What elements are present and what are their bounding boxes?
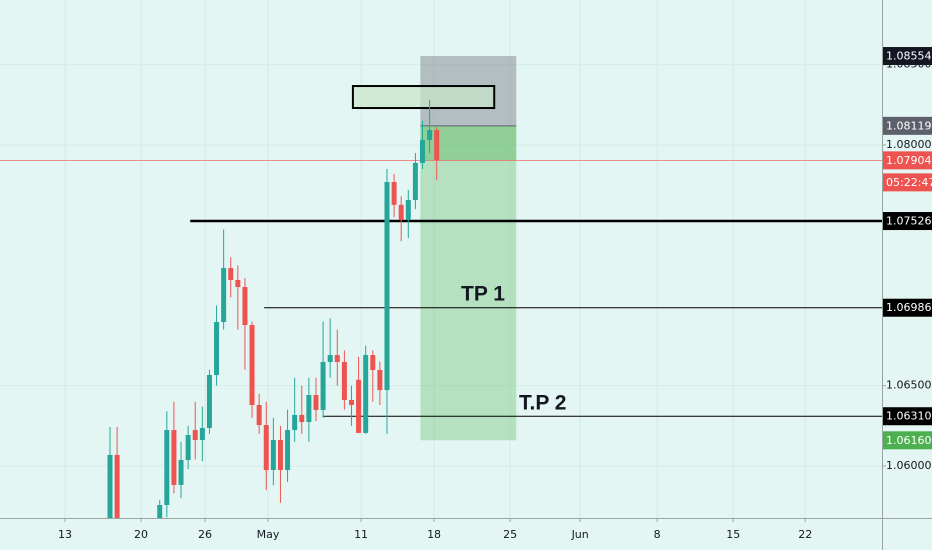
entry-tag: 1.08119	[886, 119, 932, 132]
candle-body	[320, 361, 326, 410]
level-tag: 1.07526	[886, 215, 932, 228]
candle-body	[270, 439, 276, 471]
x-tick-label: 8	[654, 528, 661, 541]
x-tick-label: 25	[503, 528, 517, 541]
candle-body	[299, 414, 305, 423]
candle-body	[419, 139, 425, 163]
candle-body	[157, 504, 163, 523]
level-tag: 1.06986	[886, 301, 932, 314]
candle-body	[356, 379, 362, 433]
candle-body	[214, 322, 220, 375]
candle-body	[235, 279, 241, 288]
current-price-tag: 1.07904	[886, 154, 932, 167]
countdown-bg	[883, 173, 932, 192]
target-tag-bg	[883, 431, 932, 450]
candle-body	[405, 200, 411, 220]
candle-body	[199, 427, 205, 440]
annotation: TP 1	[461, 283, 505, 306]
candle-body	[164, 430, 170, 505]
level-tag-bg	[883, 212, 932, 231]
candle-body	[412, 162, 418, 201]
candle-body	[107, 454, 113, 531]
countdown: 05:22:47	[886, 176, 932, 189]
candle-body	[171, 430, 177, 485]
current-price-tag-bg	[883, 151, 932, 170]
candle-body	[398, 204, 404, 220]
candle-body	[178, 460, 184, 485]
x-tick-label: 26	[198, 528, 212, 541]
candle-body	[242, 287, 248, 326]
x-tick-label: 11	[354, 528, 368, 541]
axis-bg	[883, 0, 932, 550]
axis-bg	[0, 519, 882, 550]
x-tick-label: 15	[726, 528, 740, 541]
candle-body	[384, 182, 390, 391]
y-tick-label: 1.08000	[886, 138, 932, 151]
candle-body	[185, 435, 191, 461]
x-tick-label: May	[257, 528, 280, 541]
y-tick-label: 1.06000	[886, 459, 932, 472]
stop-tag: 1.08554	[886, 50, 932, 63]
candle-body	[221, 268, 227, 323]
candle-body	[263, 425, 269, 471]
candle-body	[277, 439, 283, 471]
x-tick-label: 20	[134, 528, 148, 541]
y-tick-label: 1.06500	[886, 379, 932, 392]
candle-body	[292, 414, 298, 431]
stop-tag-bg	[883, 47, 932, 66]
candle-body	[228, 268, 234, 280]
x-tick-label: 22	[798, 528, 812, 541]
candle-body	[427, 130, 433, 140]
candle-body	[192, 430, 198, 440]
candle-body	[313, 395, 319, 410]
annotation: T.P 2	[519, 392, 566, 415]
x-tick-label: 18	[427, 528, 441, 541]
candle-body	[348, 400, 354, 405]
candle-body	[434, 130, 440, 161]
candle-body	[377, 370, 383, 391]
entry-tag-bg	[883, 116, 932, 135]
zone-box	[351, 85, 496, 110]
candle-body	[370, 355, 376, 370]
candle-body	[256, 404, 262, 426]
candle-body	[391, 182, 397, 205]
candle-body	[249, 325, 255, 405]
x-tick-label: Jun	[571, 528, 589, 541]
candle-body	[306, 395, 312, 423]
level-tag: 1.06310	[886, 410, 932, 423]
level-tag-bg	[883, 298, 932, 317]
candle-body	[334, 355, 340, 362]
candle-body	[327, 355, 333, 362]
x-tick-label: 13	[58, 528, 72, 541]
target-tag: 1.06160	[886, 434, 932, 447]
candle-body	[285, 430, 291, 471]
level-tag-bg	[883, 407, 932, 426]
candle-body	[206, 374, 212, 428]
candle-body	[114, 454, 120, 534]
candle-body	[341, 361, 347, 401]
candle-body	[363, 355, 369, 433]
